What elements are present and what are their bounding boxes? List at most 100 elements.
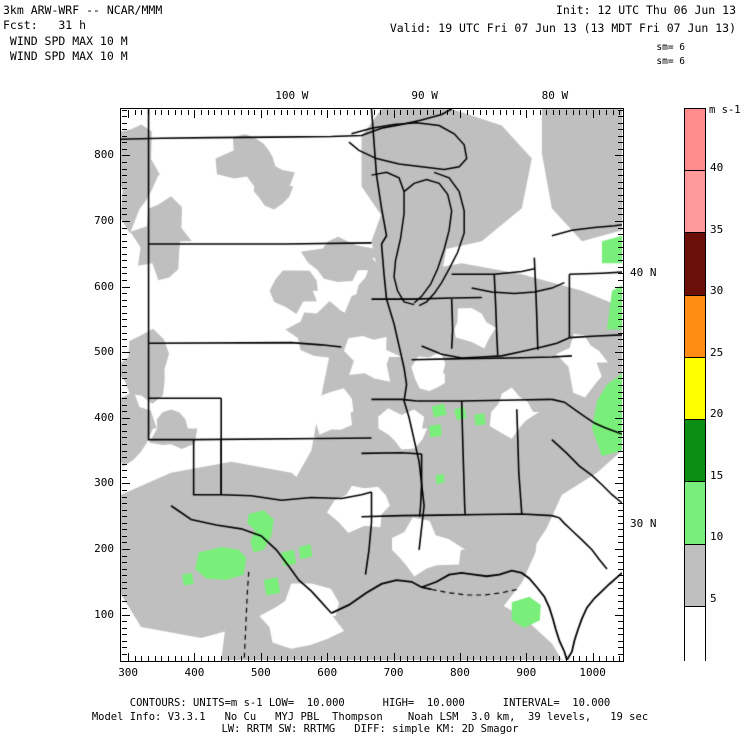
axis-tick (340, 109, 342, 115)
axis-tick (307, 655, 309, 661)
axis-tick (360, 655, 362, 661)
axis-tick (320, 109, 322, 115)
longitude-label-90-W: 90 W (411, 89, 438, 102)
x-axis-label-600: 600 (317, 666, 338, 679)
axis-tick (617, 234, 623, 236)
axis-tick (617, 207, 623, 209)
axis-tick (121, 129, 127, 131)
axis-tick (499, 109, 501, 115)
axis-tick (121, 135, 127, 137)
axis-tick (617, 430, 623, 432)
axis-tick (287, 109, 289, 115)
axis-tick (161, 109, 163, 115)
colorbar-band-35-40[interactable] (685, 171, 705, 234)
header-field-name-1: WIND SPD MAX 10 M (3, 34, 128, 48)
axis-tick (617, 306, 623, 308)
axis-tick (121, 601, 127, 603)
colorbar[interactable] (684, 108, 706, 668)
axis-tick (121, 175, 127, 177)
axis-tick (499, 655, 501, 661)
axis-tick (539, 655, 541, 661)
axis-tick (221, 109, 223, 115)
axis-tick (513, 109, 514, 115)
axis-tick (617, 424, 623, 426)
axis-tick (280, 109, 282, 115)
axis-tick (400, 109, 402, 115)
axis-tick (617, 627, 623, 629)
colorbar-band-10-15[interactable] (685, 482, 705, 545)
axis-tick (347, 109, 349, 115)
axis-tick (121, 542, 127, 544)
axis-tick (440, 655, 442, 661)
axis-tick (617, 503, 623, 505)
axis-tick (486, 655, 488, 661)
axis-tick (446, 655, 448, 661)
y-axis-label-800: 800 (94, 148, 114, 162)
axis-tick (614, 221, 623, 222)
axis-tick (121, 319, 127, 321)
axis-tick (121, 457, 127, 459)
colorbar-band--40[interactable] (685, 109, 705, 172)
axis-tick (320, 655, 322, 661)
footer-contours-info: CONTOURS: UNITS=m s-1 LOW= 10.000 HIGH= … (129, 697, 611, 709)
colorbar-band-15-20[interactable] (685, 420, 705, 483)
axis-tick (566, 109, 568, 115)
colorbar-band-30-35[interactable] (685, 233, 705, 296)
axis-tick (614, 614, 623, 616)
axis-tick (121, 653, 127, 655)
axis-tick (479, 109, 481, 115)
y-axis-label-300: 300 (94, 476, 114, 490)
axis-tick (506, 655, 508, 661)
axis-tick (406, 109, 408, 115)
axis-tick (121, 358, 127, 360)
axis-tick (426, 655, 428, 661)
axis-tick (486, 109, 488, 115)
axis-tick (121, 253, 127, 255)
axis-tick (519, 109, 521, 115)
axis-tick (552, 655, 554, 661)
axis-tick (617, 562, 623, 564)
colorbar-band-5-10[interactable] (685, 544, 705, 607)
axis-tick (380, 109, 382, 115)
axis-tick (605, 655, 607, 661)
colorbar-band-25-30[interactable] (685, 295, 705, 358)
axis-tick (121, 424, 127, 426)
axis-tick (121, 325, 127, 327)
axis-tick (134, 655, 136, 661)
axis-tick (274, 655, 276, 661)
axis-tick (141, 655, 143, 661)
axis-tick (121, 483, 130, 485)
axis-tick (121, 470, 127, 472)
axis-tick (121, 404, 127, 406)
axis-tick (121, 365, 127, 367)
axis-tick (614, 286, 623, 288)
axis-tick (466, 655, 468, 661)
axis-tick (294, 655, 296, 661)
axis-tick (121, 207, 127, 209)
axis-tick (121, 371, 127, 373)
axis-tick (300, 655, 302, 661)
y-axis-label-200: 200 (94, 541, 114, 555)
y-axis-label-700: 700 (94, 214, 114, 227)
colorbar-band-0-5[interactable] (685, 606, 705, 668)
colorbar-tick-35: 35 (710, 222, 724, 236)
colorbar-band-20-25[interactable] (685, 357, 705, 421)
y-axis-label-100: 100 (94, 607, 114, 621)
axis-tick (121, 634, 127, 636)
header-left-line-1: 3km ARW-WRF -- NCAR/MMM (3, 3, 163, 17)
x-axis-label-700: 700 (383, 666, 404, 679)
axis-tick (181, 109, 183, 115)
x-axis-label-1000: 1000 (579, 666, 606, 679)
axis-tick (617, 601, 623, 603)
axis-tick (154, 109, 156, 115)
axis-tick (214, 109, 216, 115)
map-plot-area[interactable] (120, 108, 624, 662)
axis-tick (617, 227, 623, 229)
axis-tick (617, 653, 623, 655)
axis-tick (617, 470, 623, 472)
axis-tick (121, 221, 130, 222)
axis-tick (254, 109, 256, 115)
axis-tick (121, 168, 127, 170)
axis-tick (566, 655, 568, 661)
axis-tick (201, 655, 203, 661)
